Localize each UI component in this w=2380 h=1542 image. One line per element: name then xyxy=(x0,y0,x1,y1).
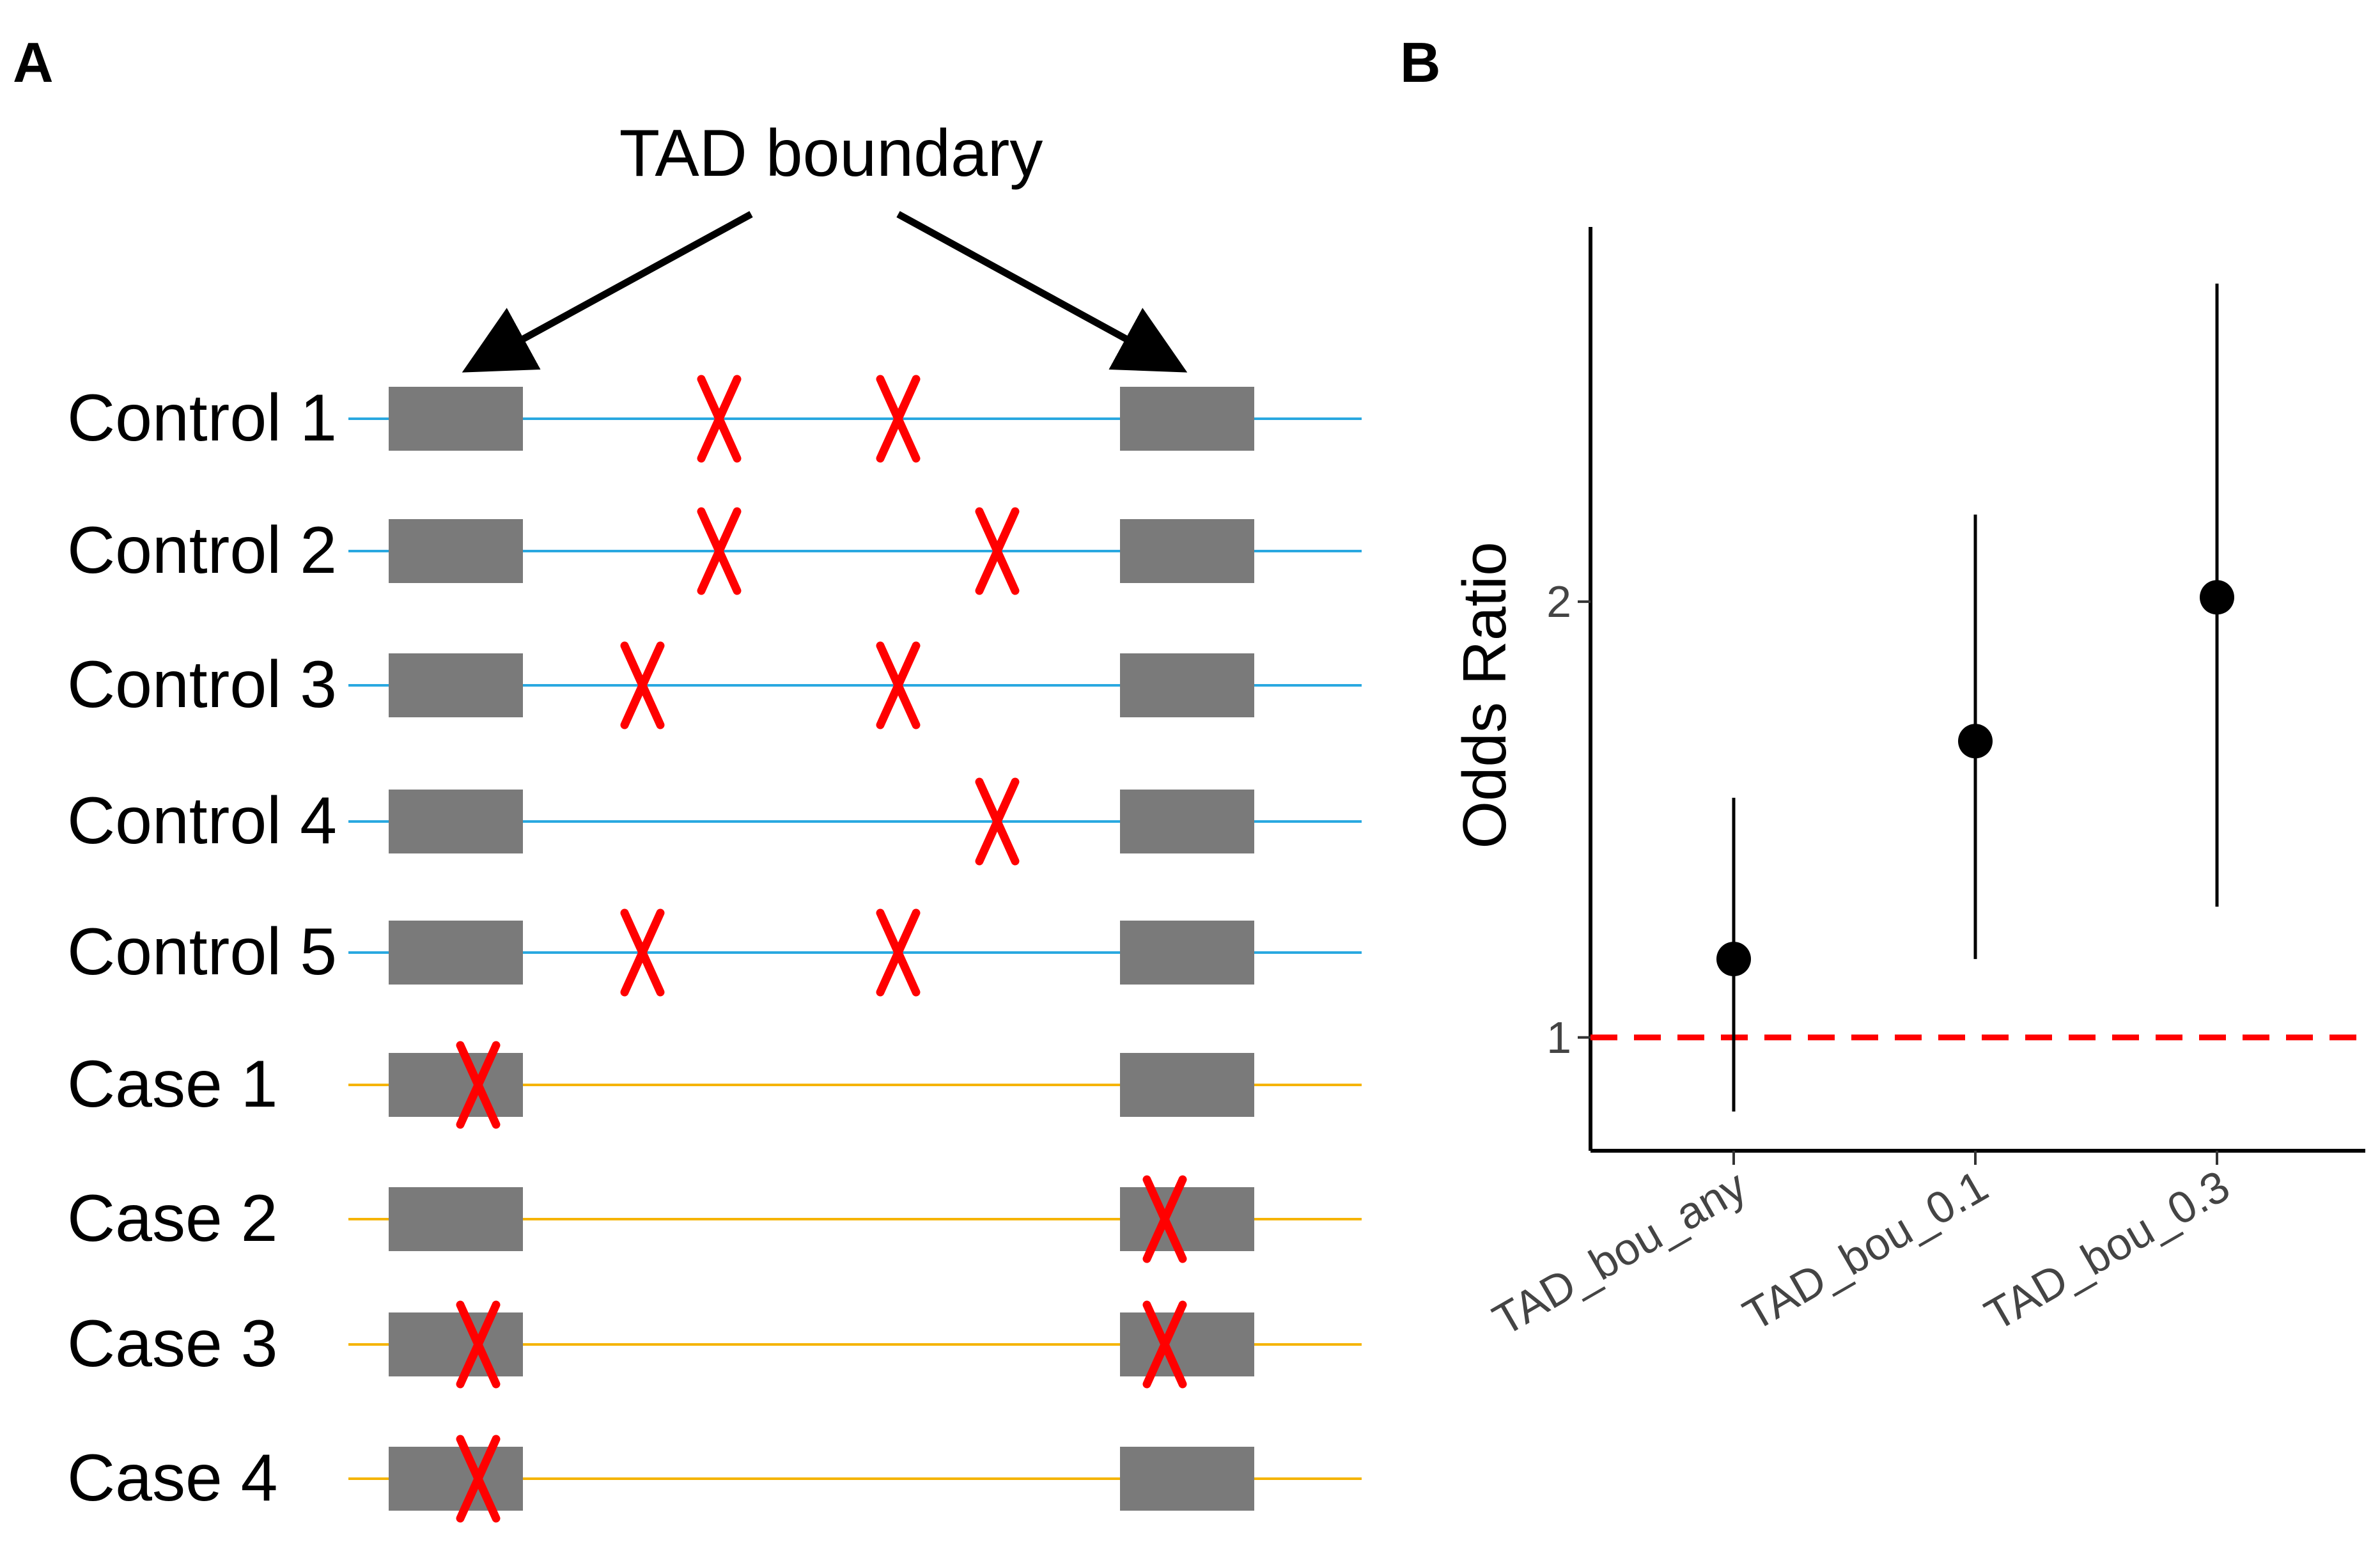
left-tad-boundary-box xyxy=(389,1312,523,1376)
mutation-x-mark xyxy=(620,908,665,997)
track-row: Control 5 xyxy=(67,908,1362,997)
mutation-x-mark xyxy=(697,507,742,595)
mutation-x-mark xyxy=(975,507,1020,595)
right-tad-boundary-box xyxy=(1120,1447,1254,1511)
right-boundary-arrow xyxy=(896,211,1188,373)
track-row: Control 1 xyxy=(67,375,1362,463)
row-label: Case 4 xyxy=(67,1441,278,1515)
track-rows: Control 1 Control 2 Control 3 Control 4 Cont… xyxy=(67,375,1362,1523)
row-label: Case 3 xyxy=(67,1307,278,1381)
odds-ratio-point xyxy=(1716,942,1751,977)
row-label: Control 4 xyxy=(67,784,337,858)
mutation-x-mark xyxy=(697,375,742,463)
mutation-x-mark xyxy=(876,908,921,997)
tad-boundary-title: TAD boundary xyxy=(619,116,1043,191)
track-row: Control 4 xyxy=(67,777,1362,866)
mutation-x-mark xyxy=(876,641,921,729)
odds-ratio-point xyxy=(2200,580,2234,615)
y-tick-label: 1 xyxy=(1546,1013,1571,1063)
right-tad-boundary-box xyxy=(1120,1187,1254,1251)
x-category-label: TAD_bou_any xyxy=(1484,1160,1754,1345)
left-tad-boundary-box xyxy=(389,790,523,853)
y-tick-label: 2 xyxy=(1546,577,1571,627)
mutation-x-mark xyxy=(1142,1300,1187,1389)
mutation-x-mark xyxy=(456,1435,501,1523)
mutation-x-mark xyxy=(456,1041,501,1129)
row-label: Control 3 xyxy=(67,648,337,722)
left-boundary-arrow xyxy=(462,211,753,373)
panel-b-letter: B xyxy=(1400,31,1441,94)
right-tad-boundary-box xyxy=(1120,519,1254,583)
track-row: Control 3 xyxy=(67,641,1362,729)
row-label: Case 2 xyxy=(67,1181,278,1256)
mutation-x-mark xyxy=(876,375,921,463)
track-row: Case 4 xyxy=(67,1435,1362,1523)
x-category-label: TAD_bou_0.3 xyxy=(1977,1160,2238,1340)
track-row: Control 2 xyxy=(67,507,1362,595)
panel-b: B 1 2 Odds Ratio TAD_bou_anyTAD_bou_0.1TAD_… xyxy=(1400,31,2365,1345)
track-row: Case 1 xyxy=(67,1041,1362,1129)
track-row: Case 2 xyxy=(67,1175,1362,1263)
track-row: Case 3 xyxy=(67,1300,1362,1389)
left-tad-boundary-box xyxy=(389,653,523,717)
left-tad-boundary-box xyxy=(389,519,523,583)
odds-ratio-chart: 1 2 Odds Ratio TAD_bou_anyTAD_bou_0.1TAD_bo… xyxy=(1451,227,2365,1345)
right-tad-boundary-box xyxy=(1120,1053,1254,1117)
row-label: Control 1 xyxy=(67,381,337,455)
x-category-label: TAD_bou_0.1 xyxy=(1735,1160,1996,1340)
right-tad-boundary-box xyxy=(1120,921,1254,985)
mutation-x-mark xyxy=(1142,1175,1187,1263)
mutation-x-mark xyxy=(620,641,665,729)
left-tad-boundary-box xyxy=(389,1187,523,1251)
mutation-x-mark xyxy=(975,777,1020,866)
mutation-x-mark xyxy=(456,1300,501,1389)
right-tad-boundary-box xyxy=(1120,790,1254,853)
row-label: Control 2 xyxy=(67,513,337,588)
left-tad-boundary-box xyxy=(389,387,523,451)
row-label: Control 5 xyxy=(67,915,337,989)
right-tad-boundary-box xyxy=(1120,387,1254,451)
right-tad-boundary-box xyxy=(1120,653,1254,717)
row-label: Case 1 xyxy=(67,1047,278,1121)
left-tad-boundary-box xyxy=(389,1447,523,1511)
left-tad-boundary-box xyxy=(389,1053,523,1117)
right-tad-boundary-box xyxy=(1120,1312,1254,1376)
odds-ratio-point xyxy=(1958,724,1993,759)
y-axis-title: Odds Ratio xyxy=(1451,541,1519,848)
left-tad-boundary-box xyxy=(389,921,523,985)
panel-a-letter: A xyxy=(13,31,54,94)
